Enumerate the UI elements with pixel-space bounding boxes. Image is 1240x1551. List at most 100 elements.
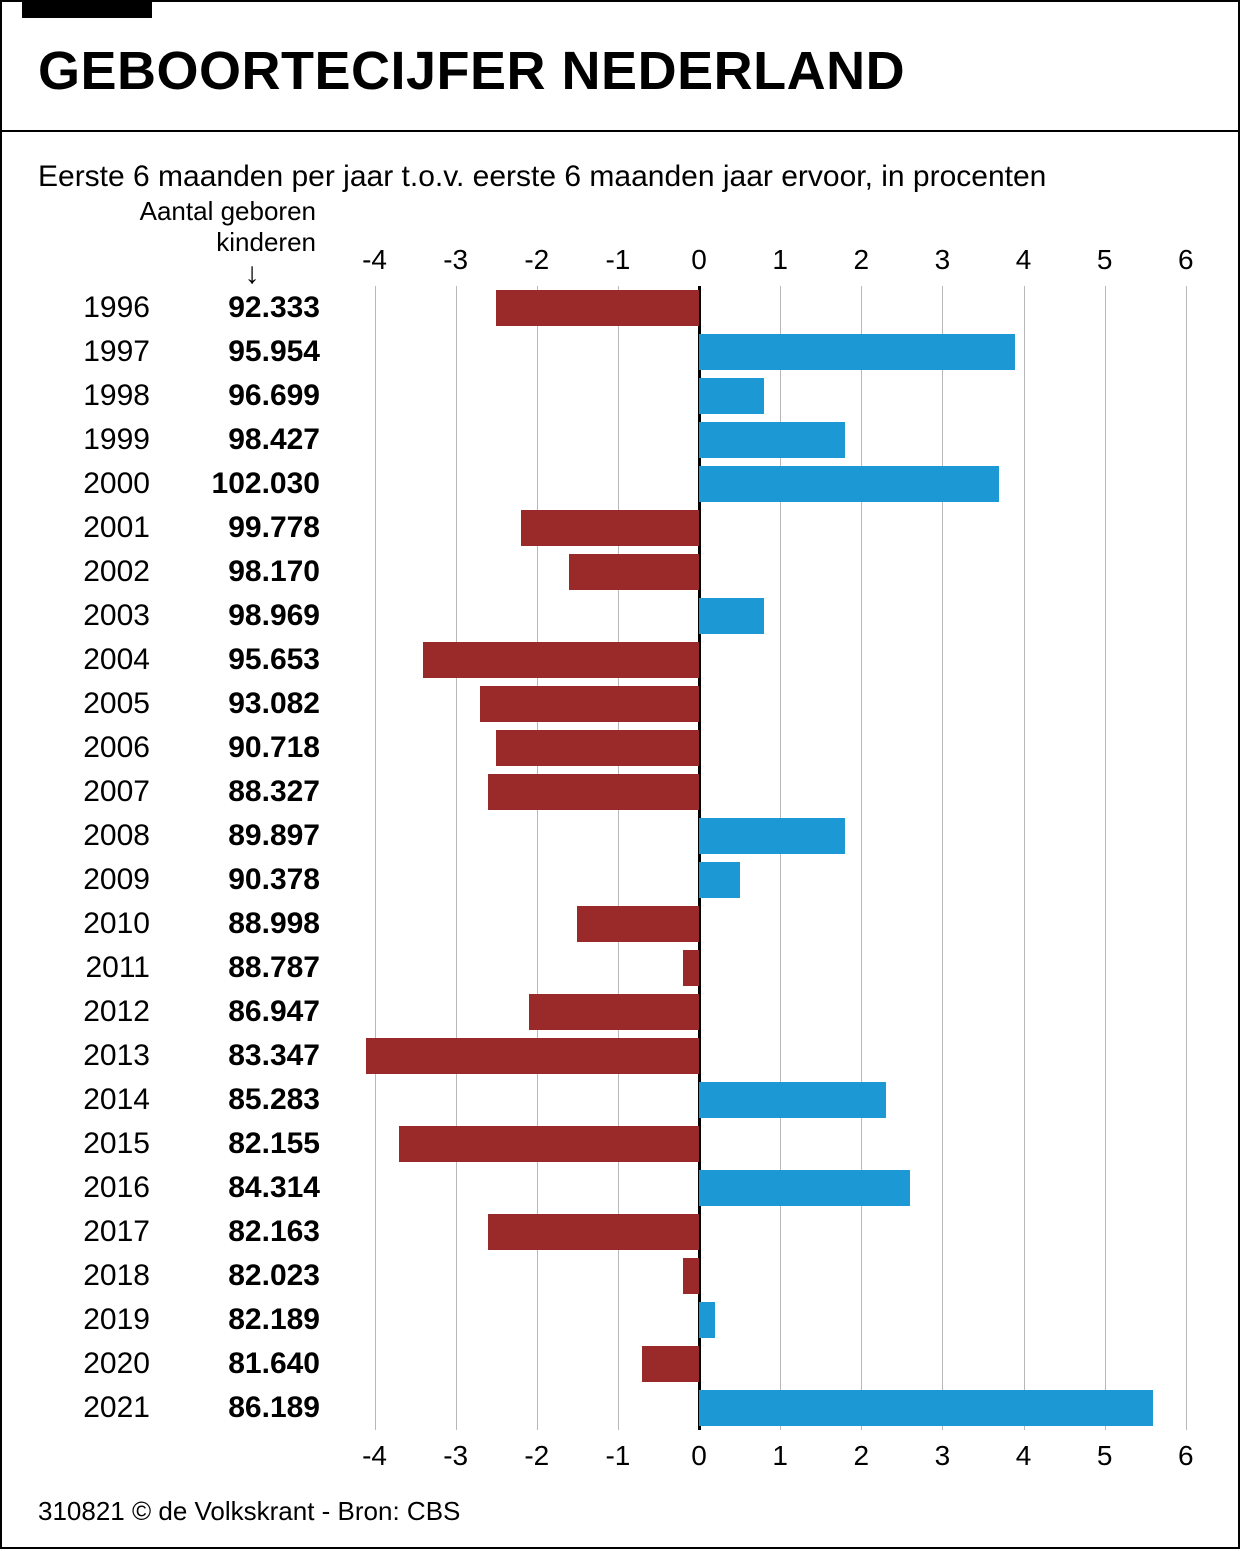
chart-body: Eerste 6 maanden per jaar t.o.v. eerste … — [2, 132, 1238, 1547]
tick-label: -2 — [524, 1440, 549, 1472]
year-label: 2006 — [38, 726, 150, 770]
top-tab-decoration — [22, 0, 152, 18]
count-value: 95.653 — [160, 638, 320, 682]
table-row: 201582.155 — [38, 1122, 1202, 1166]
tick-label: 0 — [691, 244, 707, 276]
year-label: 2018 — [38, 1254, 150, 1298]
tick-label: 1 — [772, 244, 788, 276]
count-value: 95.954 — [160, 330, 320, 374]
table-row: 201684.314 — [38, 1166, 1202, 1210]
count-value: 99.778 — [160, 506, 320, 550]
table-row: 199692.333 — [38, 286, 1202, 330]
tick-label: 0 — [691, 1440, 707, 1472]
year-label: 2013 — [38, 1034, 150, 1078]
year-label: 2001 — [38, 506, 150, 550]
count-value: 83.347 — [160, 1034, 320, 1078]
table-row: 201088.998 — [38, 902, 1202, 946]
table-row: 201982.189 — [38, 1298, 1202, 1342]
count-value: 84.314 — [160, 1166, 320, 1210]
count-value: 82.023 — [160, 1254, 320, 1298]
source-line: 310821 © de Volkskrant - Bron: CBS — [38, 1496, 1202, 1527]
year-label: 2014 — [38, 1078, 150, 1122]
table-row: 201882.023 — [38, 1254, 1202, 1298]
year-label: 1999 — [38, 418, 150, 462]
table-row: 200788.327 — [38, 770, 1202, 814]
year-label: 2003 — [38, 594, 150, 638]
year-label: 1997 — [38, 330, 150, 374]
chart-title: GEBOORTECIJFER NEDERLAND — [38, 40, 1202, 102]
title-block: GEBOORTECIJFER NEDERLAND — [2, 18, 1238, 132]
tick-label: 3 — [935, 1440, 951, 1472]
year-label: 2005 — [38, 682, 150, 726]
tick-label: 3 — [935, 244, 951, 276]
year-label: 1996 — [38, 286, 150, 330]
count-value: 90.378 — [160, 858, 320, 902]
table-row: 202081.640 — [38, 1342, 1202, 1386]
table-row: 199998.427 — [38, 418, 1202, 462]
tick-label: 5 — [1097, 244, 1113, 276]
year-label: 2009 — [38, 858, 150, 902]
year-label: 2011 — [38, 946, 150, 990]
tick-label: -1 — [605, 244, 630, 276]
year-label: 2007 — [38, 770, 150, 814]
count-value: 86.189 — [160, 1386, 320, 1430]
table-row: 201485.283 — [38, 1078, 1202, 1122]
table-row: 200298.170 — [38, 550, 1202, 594]
table-row: 200199.778 — [38, 506, 1202, 550]
axis-labels-bottom: -4 -3 -2 -1 0 1 2 3 4 5 6 — [334, 1440, 1202, 1474]
tick-label: -4 — [362, 244, 387, 276]
year-label: 2021 — [38, 1386, 150, 1430]
year-label: 2002 — [38, 550, 150, 594]
count-value: 88.327 — [160, 770, 320, 814]
tick-label: 2 — [853, 1440, 869, 1472]
table-row: 202186.189 — [38, 1386, 1202, 1430]
chart-subtitle: Eerste 6 maanden per jaar t.o.v. eerste … — [38, 160, 1202, 194]
table-row: 2000102.030 — [38, 462, 1202, 506]
count-value: 96.699 — [160, 374, 320, 418]
column-header: Aantal geborenkinderen ↓ — [38, 196, 316, 292]
table-row: 199795.954 — [38, 330, 1202, 374]
table-row: 199896.699 — [38, 374, 1202, 418]
tick-label: -3 — [443, 244, 468, 276]
tick-label: 6 — [1178, 1440, 1194, 1472]
count-value: 89.897 — [160, 814, 320, 858]
table-row: 201383.347 — [38, 1034, 1202, 1078]
count-value: 92.333 — [160, 286, 320, 330]
count-value: 86.947 — [160, 990, 320, 1034]
year-label: 2017 — [38, 1210, 150, 1254]
tick-label: -3 — [443, 1440, 468, 1472]
tick-label: 4 — [1016, 1440, 1032, 1472]
count-value: 93.082 — [160, 682, 320, 726]
year-label: 2010 — [38, 902, 150, 946]
tick-label: -1 — [605, 1440, 630, 1472]
table-row: 201286.947 — [38, 990, 1202, 1034]
tick-label: 5 — [1097, 1440, 1113, 1472]
year-label: 2016 — [38, 1166, 150, 1210]
table-row: 201782.163 — [38, 1210, 1202, 1254]
tick-label: 1 — [772, 1440, 788, 1472]
table-row: 201188.787 — [38, 946, 1202, 990]
count-value: 82.189 — [160, 1298, 320, 1342]
year-label: 2008 — [38, 814, 150, 858]
table-row: 200398.969 — [38, 594, 1202, 638]
year-label: 2004 — [38, 638, 150, 682]
year-label: 2019 — [38, 1298, 150, 1342]
count-value: 98.427 — [160, 418, 320, 462]
tick-label: -2 — [524, 244, 549, 276]
tick-label: 2 — [853, 244, 869, 276]
table-row: 200690.718 — [38, 726, 1202, 770]
tick-label: -4 — [362, 1440, 387, 1472]
year-label: 2015 — [38, 1122, 150, 1166]
chart-rows: 199692.333199795.954199896.699199998.427… — [38, 286, 1202, 1430]
count-value: 88.998 — [160, 902, 320, 946]
year-label: 2020 — [38, 1342, 150, 1386]
chart-container: GEBOORTECIJFER NEDERLAND Eerste 6 maande… — [0, 0, 1240, 1549]
chart-area: Aantal geborenkinderen ↓ -4-3-2-10123456… — [38, 286, 1202, 1430]
table-row: 200990.378 — [38, 858, 1202, 902]
count-value: 90.718 — [160, 726, 320, 770]
count-value: 82.163 — [160, 1210, 320, 1254]
tick-label: 4 — [1016, 244, 1032, 276]
count-value: 82.155 — [160, 1122, 320, 1166]
year-label: 1998 — [38, 374, 150, 418]
axis-labels-top: -4-3-2-10123456 — [334, 244, 1202, 278]
